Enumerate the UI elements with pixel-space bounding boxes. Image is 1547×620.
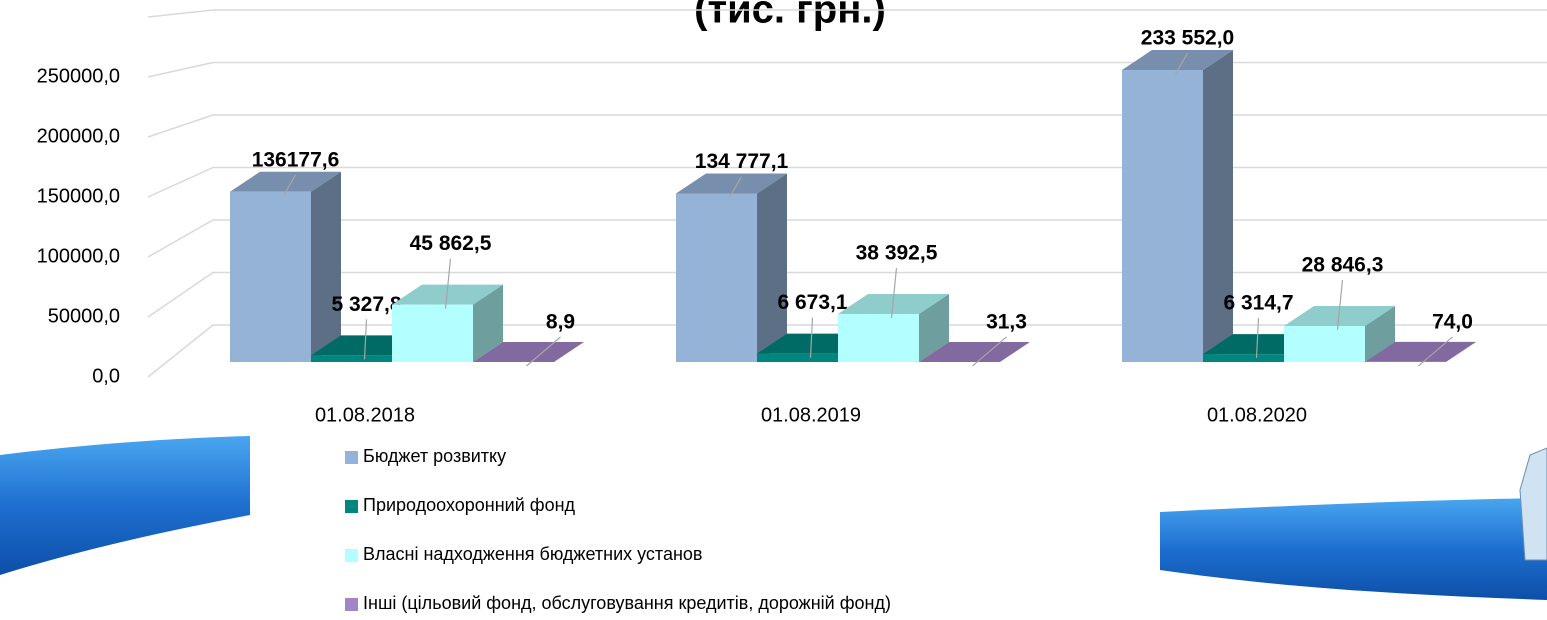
bar-side [1365,305,1395,362]
legend-swatch [345,451,358,464]
leader-line [363,319,368,360]
y-tick-label: 100000,0 [37,245,120,267]
bar [919,341,1030,362]
decor-gem [1519,447,1547,561]
bar-top [230,171,341,192]
grid-line [147,114,1547,138]
bar-front [392,304,473,362]
value-label: 74,0 [1432,310,1473,333]
bar-side [1000,341,1030,362]
grid-line [147,219,1547,258]
bar-top [919,341,1030,362]
grid-line [147,9,1547,18]
bar-front [1203,354,1284,362]
grid-line [147,61,1547,78]
value-label: 8,9 [546,311,575,334]
value-label: 31,3 [986,311,1027,334]
legend-swatch [345,598,358,611]
leader-line [1174,52,1189,75]
leader-line [444,258,452,309]
grid-line [147,271,1547,318]
legend-label: Бюджет розвитку [363,446,506,466]
leader-line [1418,336,1453,367]
legend-label: Інші (цільовий фонд, обслуговування кред… [363,593,891,613]
bar-side [473,284,503,362]
bar-side [311,171,341,362]
bar-side [757,173,787,362]
grid-line [147,166,1547,198]
bar-front [311,355,392,362]
bar-top [1122,50,1233,71]
value-label: 6 314,7 [1223,292,1293,315]
value-label: 233 552,0 [1141,27,1234,50]
bar [838,294,949,362]
bar-side [919,294,949,362]
leader-line [972,336,1007,367]
y-tick-label: 250000,0 [37,65,120,87]
y-tick-label: 50000,0 [48,305,120,327]
bar [230,171,341,362]
bar [676,173,787,362]
bar-side [1446,341,1476,362]
y-tick-label: 200000,0 [37,125,120,147]
grid-line [147,324,1547,378]
bar-side [1203,50,1233,363]
leader-line [728,176,743,198]
legend-label: Природоохоронний фонд [363,495,576,515]
bar-front [757,353,838,362]
bar-front [676,193,757,362]
bar-top [473,341,584,362]
bar-top [1365,341,1476,362]
decor-swoosh-left [0,436,250,575]
value-label: 5 327,8 [331,293,401,316]
value-label: 6 673,1 [777,291,847,314]
legend-swatch [345,500,358,513]
legend-label: Власні надходження бюджетних установ [363,544,703,564]
legend-swatch [345,549,358,562]
bar-front [838,314,919,362]
leader-line [1336,279,1344,331]
value-label: 28 846,3 [1302,253,1384,276]
bar-front [1122,70,1203,362]
bar-front [1284,325,1365,362]
leader-line [809,317,814,358]
bar-side [554,341,584,362]
y-tick-label: 150000,0 [37,185,120,207]
y-tick-label: 0,0 [92,365,120,387]
x-tick-label: 01.08.2019 [761,404,861,426]
chart-title: (тис. грн.) [694,0,886,32]
value-label: 38 392,5 [856,242,938,265]
value-label: 134 777,1 [695,150,789,173]
x-tick-label: 01.08.2020 [1207,404,1307,426]
bar [392,284,503,362]
leader-line [890,267,898,319]
bar [1122,50,1233,363]
value-label: 136177,6 [252,148,340,171]
value-label: 45 862,5 [410,232,492,255]
leader-line [282,174,297,197]
decor-swoosh-right [1160,498,1547,600]
bar [473,341,584,362]
x-tick-label: 01.08.2018 [315,404,415,426]
bar [1365,341,1476,362]
bar-front [230,191,311,362]
leader-line [1255,318,1260,359]
bar-top [676,173,787,194]
leader-line [526,336,561,367]
